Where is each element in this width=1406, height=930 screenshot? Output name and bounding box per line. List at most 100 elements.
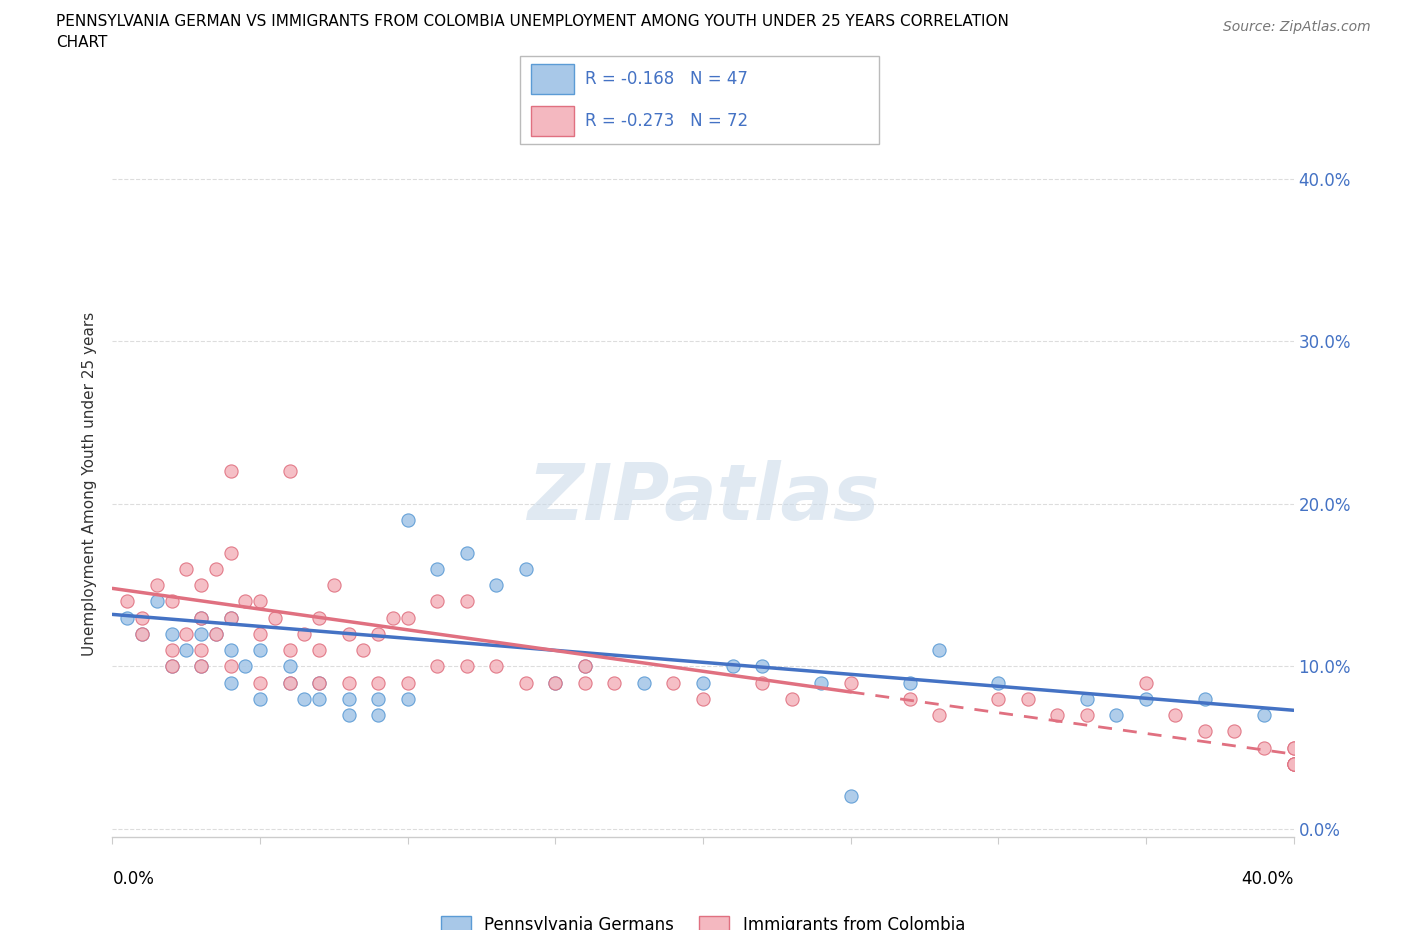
Point xyxy=(160,594,183,609)
Point xyxy=(190,610,212,625)
Point xyxy=(603,675,626,690)
Text: R = -0.168   N = 47: R = -0.168 N = 47 xyxy=(585,70,748,87)
Point xyxy=(426,562,449,577)
Point xyxy=(190,659,212,674)
Point xyxy=(1135,675,1157,690)
Point xyxy=(117,610,138,625)
Point xyxy=(1223,724,1246,738)
Point xyxy=(1105,708,1128,723)
Point xyxy=(131,627,153,642)
Point xyxy=(1282,756,1305,771)
Point xyxy=(160,643,183,658)
Point xyxy=(249,627,271,642)
Point xyxy=(205,627,228,642)
Point xyxy=(396,512,419,527)
Point xyxy=(1282,756,1305,771)
Point xyxy=(1135,691,1157,706)
Text: 0.0%: 0.0% xyxy=(112,870,155,888)
Point xyxy=(292,627,315,642)
Point xyxy=(751,659,773,674)
Point xyxy=(367,708,389,723)
Point xyxy=(278,675,301,690)
Point xyxy=(190,610,212,625)
Point xyxy=(396,675,419,690)
Point xyxy=(810,675,832,690)
Point xyxy=(278,659,301,674)
Point xyxy=(1282,756,1305,771)
Point xyxy=(544,675,567,690)
Point xyxy=(249,594,271,609)
Point xyxy=(1282,756,1305,771)
Point xyxy=(396,610,419,625)
Point xyxy=(692,691,714,706)
Point xyxy=(219,545,242,560)
Point xyxy=(751,675,773,690)
Point xyxy=(219,610,242,625)
Point xyxy=(160,627,183,642)
Point xyxy=(308,675,330,690)
Point xyxy=(515,562,537,577)
Point xyxy=(278,464,301,479)
Point xyxy=(780,691,803,706)
Point xyxy=(323,578,346,592)
Point xyxy=(174,627,197,642)
Point xyxy=(190,627,212,642)
Point xyxy=(205,627,228,642)
Point xyxy=(160,659,183,674)
Point xyxy=(219,643,242,658)
Point xyxy=(219,675,242,690)
Text: R = -0.273   N = 72: R = -0.273 N = 72 xyxy=(585,112,748,130)
Point xyxy=(426,659,449,674)
Point xyxy=(337,627,360,642)
Point xyxy=(308,610,330,625)
Bar xyxy=(531,106,574,136)
Point xyxy=(233,594,256,609)
Point xyxy=(292,691,315,706)
Point xyxy=(367,675,389,690)
Point xyxy=(264,610,287,625)
Point xyxy=(1164,708,1187,723)
Point xyxy=(721,659,744,674)
Point xyxy=(485,659,508,674)
Point xyxy=(839,789,862,804)
Point xyxy=(515,675,537,690)
Point xyxy=(174,562,197,577)
Point xyxy=(219,464,242,479)
Text: Source: ZipAtlas.com: Source: ZipAtlas.com xyxy=(1223,20,1371,34)
Point xyxy=(692,675,714,690)
Point xyxy=(987,675,1010,690)
Point xyxy=(485,578,508,592)
Point xyxy=(1017,691,1039,706)
Point xyxy=(1194,691,1216,706)
Point xyxy=(574,675,596,690)
Point xyxy=(205,562,228,577)
Point xyxy=(352,643,374,658)
Point xyxy=(249,643,271,658)
Point xyxy=(426,594,449,609)
Point xyxy=(146,578,169,592)
Point xyxy=(308,643,330,658)
Point xyxy=(249,691,271,706)
Point xyxy=(308,691,330,706)
Point xyxy=(278,675,301,690)
Point xyxy=(219,659,242,674)
Point xyxy=(1282,740,1305,755)
Point xyxy=(367,691,389,706)
Point xyxy=(456,594,478,609)
Text: CHART: CHART xyxy=(56,35,108,50)
Point xyxy=(337,691,360,706)
Point xyxy=(1253,740,1275,755)
Point xyxy=(337,708,360,723)
Point xyxy=(396,691,419,706)
Point xyxy=(898,675,921,690)
Point xyxy=(367,627,389,642)
Point xyxy=(382,610,405,625)
Point xyxy=(190,643,212,658)
Point xyxy=(662,675,685,690)
Point xyxy=(278,643,301,658)
Text: ZIPatlas: ZIPatlas xyxy=(527,459,879,536)
Point xyxy=(219,610,242,625)
Point xyxy=(898,691,921,706)
Point xyxy=(839,675,862,690)
Point xyxy=(928,708,950,723)
